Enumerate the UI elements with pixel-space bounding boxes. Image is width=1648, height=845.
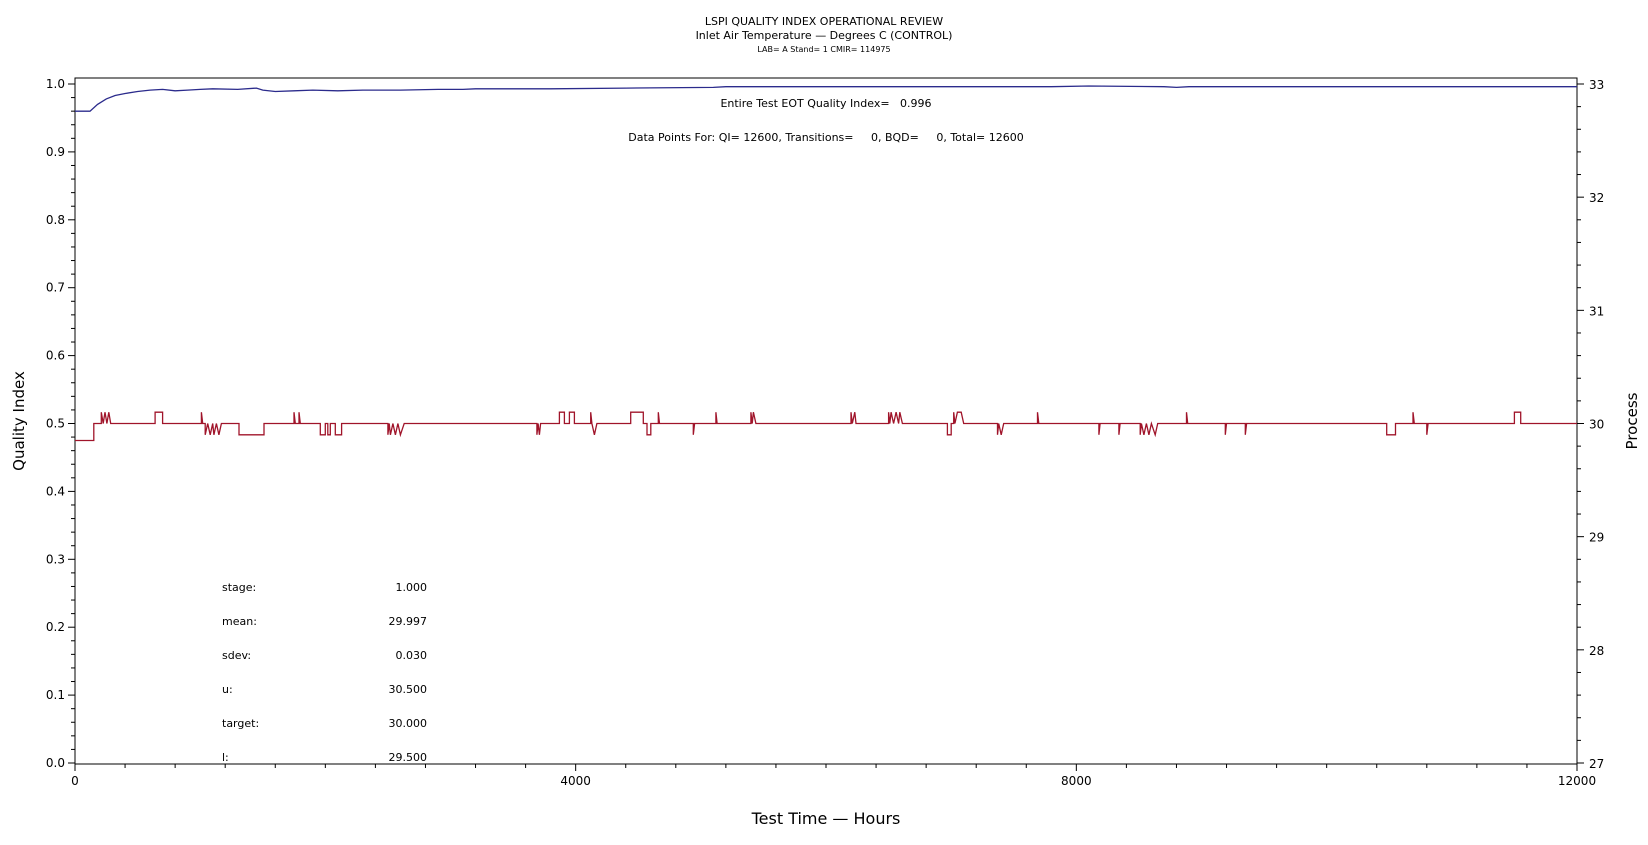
x-tick-label: 12000	[1558, 774, 1596, 788]
y2-tick-label: 28	[1589, 644, 1604, 658]
stat-value: 1.000	[396, 581, 428, 594]
annotation-data-points: Data Points For: QI= 12600, Transitions=…	[628, 131, 1023, 144]
y2-tick-label: 32	[1589, 191, 1604, 205]
y-tick-label: 0.6	[46, 349, 65, 363]
stat-value: 29.500	[389, 751, 428, 764]
series-line-2	[75, 411, 1577, 442]
chart-subtitle-2: LAB= A Stand= 1 CMIR= 114975	[757, 45, 890, 54]
stat-value: 0.030	[396, 649, 428, 662]
y2-tick-label: 33	[1589, 78, 1604, 92]
y2-tick-label: 29	[1589, 531, 1604, 545]
y-tick-label: 0.2	[46, 620, 65, 634]
y-axis-left: 0.0 0.1 0.2 0.3 0.4 0.5 0.6 0.7 0.8 0.9 1.0	[46, 77, 75, 770]
x-tick-label: 4000	[560, 774, 591, 788]
y2-axis-label: Process	[1623, 392, 1641, 449]
stat-label: u:	[222, 683, 233, 696]
chart-subtitle: Inlet Air Temperature — Degrees C (CONTR…	[696, 29, 953, 42]
y-tick-label: 0.4	[46, 484, 65, 498]
stats-block: stage: 1.000 mean: 29.997 sdev: 0.030 u: 30.500…	[222, 581, 427, 764]
series-line-1	[75, 85, 1577, 112]
stat-value: 30.500	[389, 683, 428, 696]
y-tick-label: 0.9	[46, 145, 65, 159]
stat-value: 29.997	[389, 615, 428, 628]
y2-tick-label: 31	[1589, 304, 1604, 318]
x-axis: 0 4000 8000 12000	[71, 764, 1596, 788]
y-tick-label: 1.0	[46, 77, 65, 91]
x-axis-label: Test Time — Hours	[751, 809, 901, 828]
y-tick-label: 0.1	[46, 688, 65, 702]
stat-label: mean:	[222, 615, 257, 628]
x-tick-label: 0	[71, 774, 79, 788]
stat-value: 30.000	[389, 717, 428, 730]
annotation-quality-index: Entire Test EOT Quality Index= 0.996	[720, 97, 931, 110]
stat-label: target:	[222, 717, 259, 730]
y-axis-right: 27 28 29 30 31 32 33	[1577, 78, 1604, 771]
y-tick-label: 0.0	[46, 756, 65, 770]
stat-label: sdev:	[222, 649, 251, 662]
y-tick-label: 0.3	[46, 552, 65, 566]
stat-label: l:	[222, 751, 229, 764]
chart-title: LSPI QUALITY INDEX OPERATIONAL REVIEW	[705, 15, 943, 28]
y-axis-label: Quality Index	[10, 371, 28, 471]
y-tick-label: 0.5	[46, 417, 65, 431]
stat-label: stage:	[222, 581, 256, 594]
x-tick-label: 8000	[1061, 774, 1092, 788]
y-tick-label: 0.7	[46, 281, 65, 295]
y-tick-label: 0.8	[46, 213, 65, 227]
y2-tick-label: 27	[1589, 757, 1604, 771]
y2-tick-label: 30	[1589, 418, 1604, 432]
series-group	[75, 85, 1577, 442]
